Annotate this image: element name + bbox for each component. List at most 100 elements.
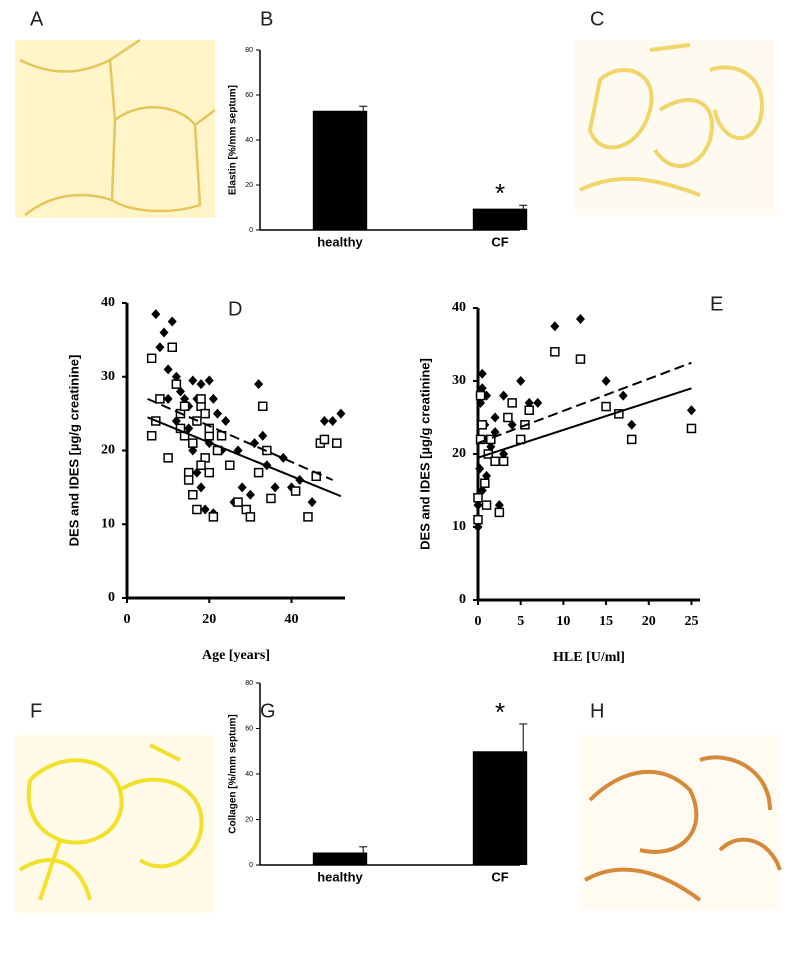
diamond-point — [477, 485, 487, 496]
diamond-point — [278, 452, 288, 463]
diamond-point — [159, 327, 169, 338]
diamond-point — [212, 408, 222, 419]
diamond-point — [486, 441, 496, 452]
square-point — [188, 438, 198, 448]
micrograph-a — [15, 38, 216, 218]
y-tick-label: 80 — [245, 47, 253, 54]
square-point — [494, 507, 505, 518]
x-tick-label: 20 — [202, 612, 216, 627]
square-point — [477, 420, 488, 430]
square-point — [167, 342, 177, 352]
square-point — [225, 460, 235, 470]
square-point — [257, 401, 268, 411]
square-point — [507, 398, 517, 408]
diamond-point — [533, 397, 543, 408]
diamond-point — [155, 342, 165, 353]
diamond-point — [237, 482, 247, 493]
diamond-point — [490, 427, 500, 438]
square-point — [146, 353, 157, 364]
square-point — [266, 493, 276, 504]
diamond-point — [575, 313, 585, 324]
square-point — [253, 467, 264, 478]
panel-letter: D — [228, 298, 242, 320]
diamond-point — [627, 419, 637, 430]
diamond-point — [507, 419, 517, 430]
x-tick-label: 10 — [556, 614, 570, 629]
square-point — [626, 434, 637, 445]
diamond-point — [184, 423, 194, 434]
square-point — [171, 379, 182, 389]
diamond-point — [319, 416, 329, 426]
y-tick-label: 20 — [245, 182, 253, 189]
panel-letter: C — [590, 8, 604, 30]
y-tick-label: 0 — [249, 227, 253, 234]
bar — [312, 110, 368, 230]
x-tick-label: 15 — [599, 614, 613, 629]
square-point — [290, 486, 301, 496]
diamond-point — [171, 416, 181, 426]
square-point — [550, 347, 560, 357]
y-tick-label: 0 — [459, 592, 466, 607]
diamond-point — [151, 309, 161, 320]
x-tick-label: CF — [491, 869, 508, 884]
y-tick-label: 20 — [452, 446, 466, 461]
square-point — [480, 478, 490, 488]
x-axis-label: HLE [U/ml] — [553, 650, 625, 665]
square-point — [319, 434, 330, 445]
diamond-point — [686, 405, 696, 416]
y-axis-label: DES and IDES [µg/g creatinine] — [66, 355, 81, 547]
diamond-point — [307, 497, 317, 508]
x-axis-label: Age [years] — [202, 648, 270, 663]
y-tick-label: 40 — [452, 300, 466, 315]
y-tick-label: 80 — [245, 680, 253, 687]
diamond-point — [494, 500, 504, 511]
square-point — [686, 423, 697, 434]
square-point — [332, 438, 342, 448]
square-point — [575, 354, 586, 364]
diamond-point — [163, 393, 173, 404]
diamond-point — [524, 397, 534, 408]
square-point — [481, 500, 492, 510]
diamond-point — [601, 376, 611, 386]
square-point — [146, 431, 157, 441]
square-point — [601, 401, 611, 412]
fit-line — [147, 397, 334, 481]
fit-line — [477, 361, 692, 444]
x-tick-label: 0 — [124, 612, 131, 627]
y-tick-label: 20 — [101, 443, 115, 458]
x-tick-label: healthy — [317, 869, 363, 884]
x-tick-label: 40 — [285, 612, 299, 627]
y-tick-label: 60 — [245, 92, 253, 99]
y-tick-label: 10 — [101, 516, 115, 531]
diamond-point — [188, 375, 198, 386]
square-point — [503, 412, 513, 423]
diamond-point — [200, 504, 210, 515]
diamond-point — [499, 390, 509, 401]
diamond-point — [475, 463, 485, 474]
square-point — [188, 490, 198, 500]
square-point — [473, 493, 483, 503]
panel-letter: E — [710, 293, 723, 315]
diamond-point — [208, 393, 218, 404]
diamond-point — [482, 470, 492, 481]
diamond-point — [499, 449, 509, 459]
square-point — [183, 475, 194, 485]
square-point — [473, 514, 483, 525]
annotation: * — [495, 178, 505, 208]
x-tick-label: 25 — [684, 614, 698, 629]
panel-letter: G — [260, 700, 276, 722]
fit-line — [147, 416, 342, 498]
square-point — [208, 512, 219, 522]
diamond-point — [196, 482, 206, 493]
x-tick-label: 20 — [642, 614, 656, 629]
square-point — [498, 456, 509, 467]
fit-line — [477, 387, 692, 459]
diamond-point — [167, 316, 177, 327]
diamond-point — [328, 416, 338, 426]
bar — [312, 852, 368, 865]
square-point — [196, 394, 206, 404]
panel-letter: H — [590, 700, 604, 722]
diamond-point — [618, 390, 628, 401]
